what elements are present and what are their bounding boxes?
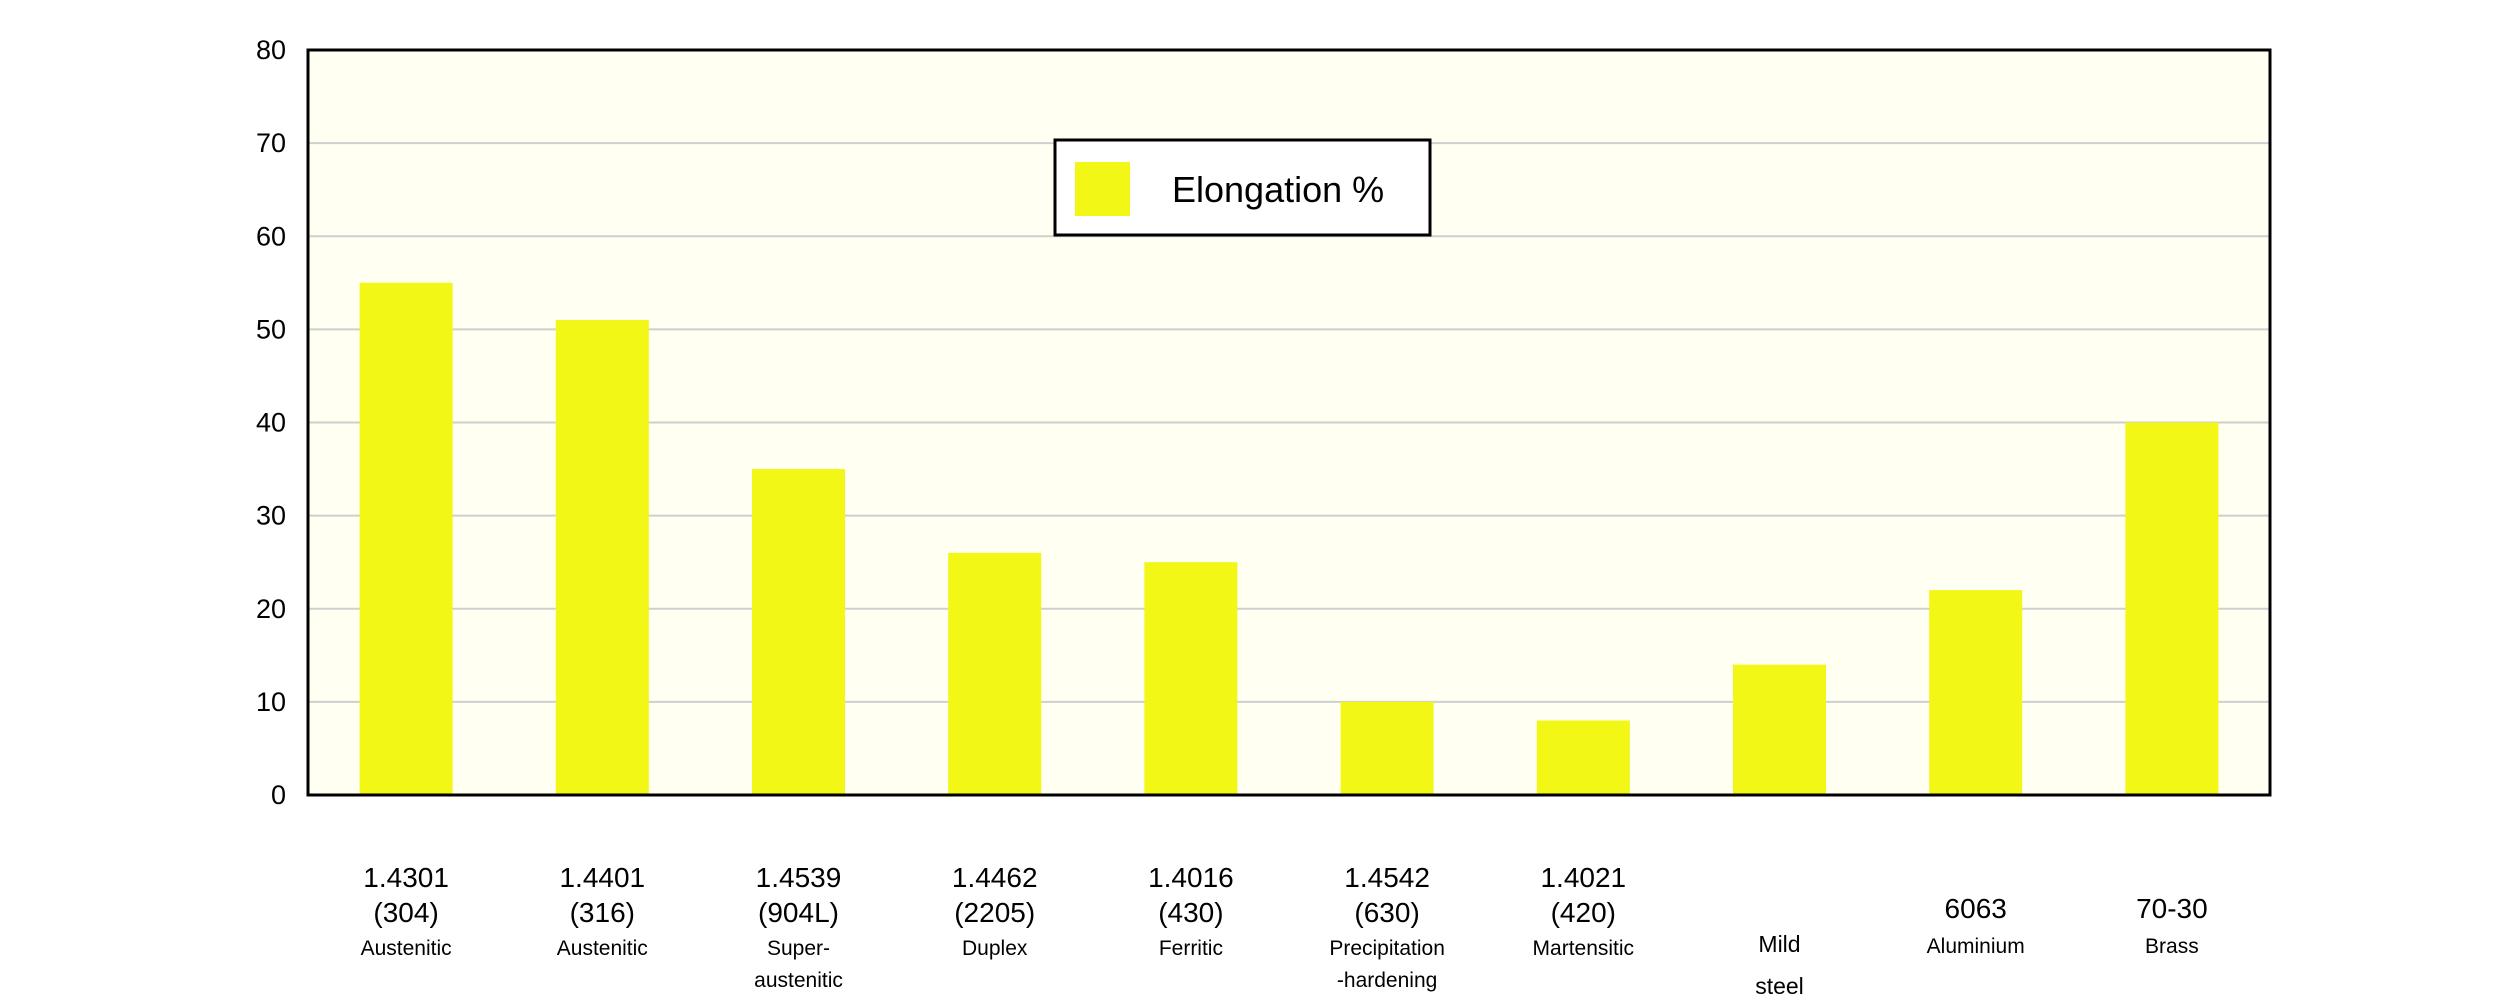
- bar: [1536, 720, 1630, 795]
- x-tick-label-line: (904L): [758, 897, 839, 928]
- plot-frame: [306, 48, 2272, 797]
- x-tick-label-line: 1.4301: [363, 862, 449, 893]
- x-category-label: 70-30 Brass: [2136, 893, 2208, 958]
- x-tick-label-line: Super-: [767, 937, 830, 960]
- bar: [752, 469, 845, 795]
- x-category-label: Mild steel: [1755, 931, 1804, 999]
- x-tick-label-line: steel: [1755, 973, 1804, 999]
- x-tick-label-line: Duplex: [962, 937, 1028, 960]
- legend-swatch: [1075, 162, 1130, 216]
- x-category-label: 6063 Aluminium: [1927, 893, 2025, 958]
- y-tick-label: 40: [256, 408, 286, 438]
- x-tick-label-line: Austenitic: [557, 937, 648, 960]
- x-tick-label-line: (316): [570, 897, 635, 928]
- x-tick-label-line: Mild: [1758, 931, 1800, 957]
- y-tick-label: 0: [271, 780, 286, 810]
- bar: [1340, 701, 1434, 795]
- bar: [948, 552, 1042, 795]
- y-tick-label: 10: [256, 687, 286, 717]
- y-tick-label: 80: [256, 35, 286, 65]
- x-tick-label-line: 1.4401: [559, 862, 645, 893]
- x-category-label: 1.4539 (904L) Super-austenitic: [754, 862, 843, 992]
- x-tick-label-line: austenitic: [754, 969, 843, 992]
- x-category-label: 1.4016 (430) Ferritic: [1148, 862, 1234, 960]
- bar: [2125, 422, 2219, 795]
- x-tick-label-line: 70-30: [2136, 893, 2208, 924]
- x-tick-label-line: Martensitic: [1533, 937, 1635, 960]
- x-category-label: 1.4401 (316) Austenitic: [557, 862, 648, 960]
- x-tick-label-line: 1.4021: [1540, 862, 1626, 893]
- bar: [1144, 562, 1238, 795]
- x-tick-label-line: 1.4462: [952, 862, 1038, 893]
- y-tick-label: 50: [256, 314, 286, 344]
- x-tick-label-line: 1.4016: [1148, 862, 1234, 893]
- x-tick-label-line: (430): [1158, 897, 1223, 928]
- x-tick-label-line: Precipitation: [1329, 937, 1445, 960]
- x-category-label: 1.4301 (304) Austenitic: [361, 862, 452, 960]
- x-tick-label-line: Aluminium: [1927, 935, 2025, 958]
- x-category-label: 1.4462 (2205) Duplex: [952, 862, 1038, 960]
- x-tick-label-line: 1.4539: [756, 862, 842, 893]
- x-tick-label-line: Ferritic: [1159, 937, 1223, 960]
- y-tick-label: 60: [256, 221, 286, 251]
- x-tick-label-line: (420): [1551, 897, 1616, 928]
- y-tick-label: 70: [256, 128, 286, 158]
- bar: [1929, 590, 2023, 795]
- x-category-label: 1.4021 (420) Martensitic: [1533, 862, 1635, 960]
- x-tick-label-line: 6063: [1945, 893, 2007, 924]
- x-tick-label-line: -hardening: [1337, 969, 1437, 992]
- legend-label: Elongation %: [1172, 169, 1384, 210]
- bar: [1733, 664, 1826, 795]
- x-tick-label-line: Brass: [2145, 935, 2199, 958]
- bar: [555, 320, 649, 795]
- x-tick-label-line: (630): [1354, 897, 1419, 928]
- legend: Elongation %: [1053, 138, 1432, 237]
- x-category-label: 1.4542 (630) Precipitation -hardening: [1329, 862, 1445, 992]
- legend-box: [1053, 138, 1432, 237]
- x-tick-label-line: 1.4542: [1344, 862, 1430, 893]
- y-tick-label: 30: [256, 501, 286, 531]
- bar: [359, 282, 453, 795]
- x-tick-label-line: (304): [373, 897, 438, 928]
- y-tick-label: 20: [256, 594, 286, 624]
- x-tick-label-line: (2205): [954, 897, 1035, 928]
- x-tick-label-line: Austenitic: [361, 937, 452, 960]
